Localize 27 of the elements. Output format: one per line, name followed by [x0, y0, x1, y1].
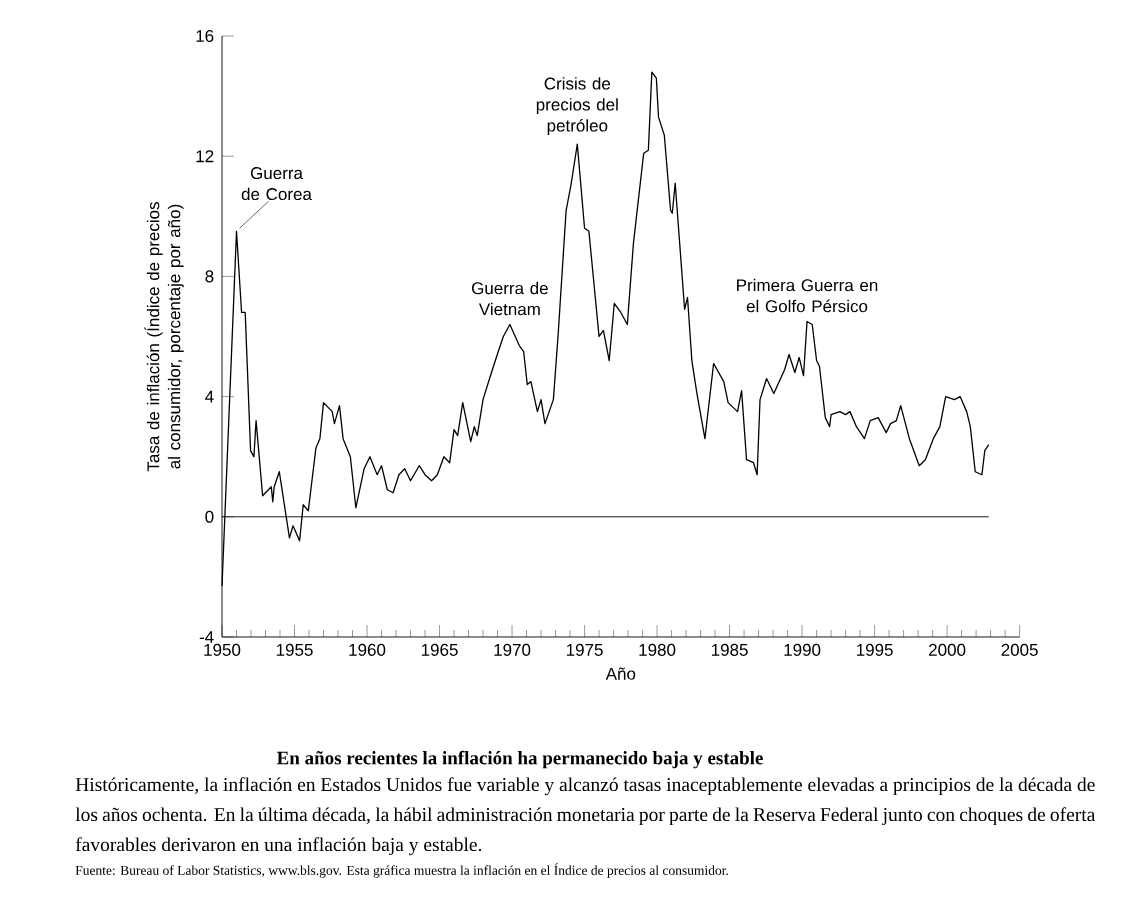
y-tick-label: 16 — [196, 29, 214, 43]
y-tick-label: -4 — [199, 631, 214, 643]
x-tick-label: 1995 — [856, 643, 893, 656]
annotation: Primera Guerra en el Golfo Pérsico — [737, 278, 878, 313]
y-tick-label: 0 — [205, 510, 214, 523]
y-tick-label: 8 — [205, 270, 214, 283]
x-tick-label: 1985 — [711, 643, 748, 656]
text: En años recientes la inflación ha permanecido baja y estable — [276, 750, 763, 769]
x-tick-label: 1990 — [784, 643, 821, 656]
x-tick-label: 1950 — [204, 643, 241, 656]
text: Históricamente, la inflación en Estados Unidos fue variable y alcanzó tasas inaceptablemente elevadas a principios de la década de los años ochenta. En la última década, la hábil administración monetaria por parte de la Reserva Federal junto con choques de oferta favorables derivaron en una inflación baja y estable. — [75, 777, 1096, 856]
y-tick-label: 12 — [196, 150, 214, 163]
annotation: Guerra de Vietnam — [471, 281, 548, 316]
x-tick-label: 1980 — [639, 643, 676, 656]
x-tick-label: 1975 — [566, 643, 603, 656]
x-tick-label: 2000 — [929, 643, 966, 656]
y-axis-title: Tasa de inflación (Índice de precios al consumidor, porcentaje por año) — [144, 202, 184, 472]
y-tick-label: 4 — [205, 390, 214, 403]
x-tick-label: 1960 — [349, 643, 386, 656]
source-note: Fuente: Bureau of Labor Statistics, www.bls.gov. Esta gráfica muestra la inflación en el Índice de precios al consumidor. — [75, 863, 728, 878]
annotation: Guerra de Corea — [241, 167, 312, 201]
x-tick-label: 2005 — [1001, 643, 1038, 656]
x-tick-label: 1965 — [421, 643, 458, 656]
x-axis-title: Año — [605, 667, 636, 680]
x-tick-label: 1955 — [276, 643, 313, 656]
x-tick-label: 1970 — [494, 643, 531, 656]
annotation: Crisis de precios del petróleo — [536, 77, 618, 135]
